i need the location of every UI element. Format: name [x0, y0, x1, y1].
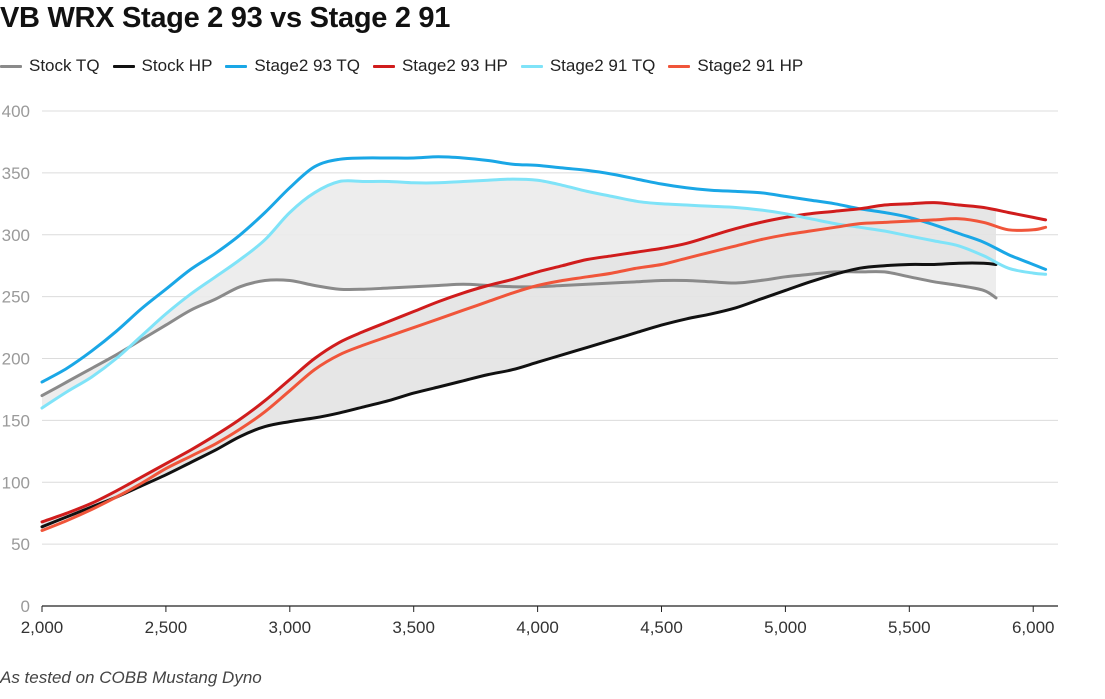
legend-label: Stage2 93 TQ	[254, 56, 360, 75]
legend-item: Stage2 91 HP	[668, 56, 803, 76]
legend-swatch	[372, 64, 395, 68]
x-tick-label: 3,000	[269, 618, 312, 637]
series-line	[40, 261, 998, 529]
footnote: As tested on COBB Mustang Dyno	[0, 668, 262, 687]
legend-swatch	[112, 64, 135, 68]
legend-swatch	[0, 64, 22, 68]
legend-item: Stock HP	[112, 56, 213, 76]
y-tick-label: 150	[2, 411, 30, 430]
y-tick-label: 200	[2, 350, 30, 369]
shaded-areas	[42, 179, 996, 527]
series-line	[40, 155, 1048, 384]
chart-legend: Stock TQ Stock HP Stage2 93 TQ Stage2 93 HP…	[0, 55, 816, 77]
y-tick-label: 50	[11, 535, 30, 554]
x-tick-label: 5,500	[888, 618, 931, 637]
y-tick-label: 100	[2, 473, 30, 492]
legend-item: Stage2 93 HP	[372, 56, 508, 76]
legend-label: Stage2 91 HP	[697, 56, 804, 75]
series-lines	[40, 155, 1048, 532]
series-line	[40, 201, 1048, 524]
x-tick-label: 3,500	[392, 618, 435, 637]
grid-lines	[42, 110, 1058, 545]
legend-swatch	[668, 64, 691, 68]
legend-swatch	[225, 64, 248, 68]
chart-title: VB WRX Stage 2 93 vs Stage 2 91	[0, 2, 451, 34]
series-line	[40, 217, 1048, 532]
x-tick-label: 2,000	[21, 618, 64, 637]
series-line	[40, 177, 1048, 410]
legend-item: Stock TQ	[0, 56, 100, 76]
y-tick-label: 250	[2, 288, 30, 307]
legend-label: Stock TQ	[29, 56, 100, 75]
legend-label: Stage2 91 TQ	[549, 56, 656, 75]
x-axis-ticks: 2,000 2,500 3,000 3,500 4,000 4,500 5,000 5,500…	[21, 606, 1055, 637]
legend-label: Stock HP	[141, 56, 213, 75]
y-tick-label: 0	[21, 597, 30, 616]
y-tick-label: 300	[2, 226, 30, 245]
x-tick-label: 6,000	[1012, 618, 1055, 637]
y-axis-ticks: 0 50 100 150 200 250 300 350 400	[2, 102, 30, 616]
legend-label: Stage2 93 HP	[401, 56, 508, 75]
x-tick-label: 4,000	[516, 618, 559, 637]
y-tick-label: 350	[2, 164, 30, 183]
x-tick-label: 5,000	[764, 618, 807, 637]
y-tick-label: 400	[2, 102, 30, 121]
x-tick-label: 4,500	[640, 618, 683, 637]
legend-swatch	[520, 64, 543, 68]
shaded-area	[42, 202, 996, 527]
legend-item: Stage2 93 TQ	[225, 56, 360, 76]
legend-item: Stage2 91 TQ	[520, 56, 656, 76]
x-tick-label: 2,500	[145, 618, 188, 637]
